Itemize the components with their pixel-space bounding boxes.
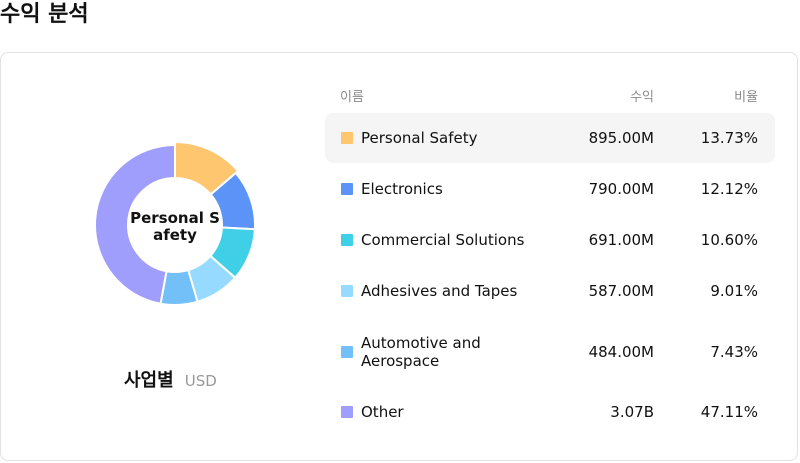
legend-row[interactable]: Electronics 790.00M 12.12% <box>325 164 775 214</box>
legend-ratio: 7.43% <box>710 343 758 361</box>
legend-name: Commercial Solutions <box>361 231 525 249</box>
legend-row[interactable]: Automotive and Aerospace 484.00M 7.43% <box>325 327 775 377</box>
column-header-revenue: 수익 <box>630 90 654 105</box>
revenue-card <box>0 52 798 461</box>
legend-swatch <box>341 183 353 195</box>
legend-ratio: 13.73% <box>700 129 758 147</box>
legend-row[interactable]: Commercial Solutions 691.00M 10.60% <box>325 215 775 265</box>
chart-caption: 사업별 USD <box>124 366 217 392</box>
legend-swatch <box>341 132 353 144</box>
donut-slice[interactable] <box>93 143 176 305</box>
legend-revenue: 3.07B <box>610 403 654 421</box>
legend-swatch <box>341 406 353 418</box>
legend-ratio: 12.12% <box>700 180 758 198</box>
legend-swatch <box>341 346 353 358</box>
legend-name: Other <box>361 403 404 421</box>
legend-swatch <box>341 285 353 297</box>
donut-slice[interactable] <box>174 140 240 196</box>
legend-name: Personal Safety <box>361 129 478 147</box>
chart-caption-unit: USD <box>184 372 217 390</box>
legend-name: Electronics <box>361 180 443 198</box>
chart-caption-label: 사업별 <box>124 370 174 391</box>
page-title: 수익 분석 <box>0 2 89 27</box>
legend-name: Automotive and Aerospace <box>361 334 481 370</box>
legend-revenue: 895.00M <box>588 129 654 147</box>
legend-ratio: 9.01% <box>710 282 758 300</box>
legend-revenue: 484.00M <box>588 343 654 361</box>
legend-revenue: 587.00M <box>588 282 654 300</box>
legend-ratio: 47.11% <box>700 403 758 421</box>
legend-row[interactable]: Adhesives and Tapes 587.00M 9.01% <box>325 266 775 316</box>
legend-row[interactable]: Other 3.07B 47.11% <box>325 387 775 437</box>
legend-swatch <box>341 234 353 246</box>
column-header-name: 이름 <box>340 90 364 105</box>
legend-revenue: 790.00M <box>588 180 654 198</box>
legend-row[interactable]: Personal Safety 895.00M 13.73% <box>325 113 775 163</box>
legend-name: Adhesives and Tapes <box>361 282 518 300</box>
column-header-ratio: 비율 <box>734 90 758 105</box>
legend-ratio: 10.60% <box>700 231 758 249</box>
legend-revenue: 691.00M <box>588 231 654 249</box>
